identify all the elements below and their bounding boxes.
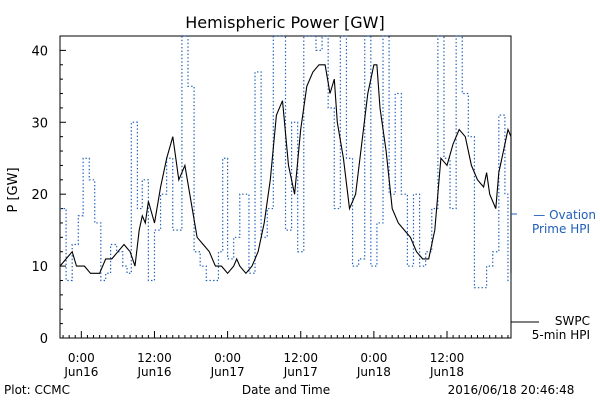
y-tick-label: 10 (31, 260, 48, 275)
series-layer (59, 35, 512, 289)
x-tick-label-date: Jun18 (356, 365, 391, 379)
x-tick-label-date: Jun17 (283, 365, 318, 379)
y-axis-label: P [GW] (6, 167, 21, 212)
series-line-ovation-prime (60, 35, 511, 289)
x-tick-label-date: Jun16 (136, 365, 171, 379)
y-tick-label: 30 (31, 116, 48, 131)
chart-title: Hemispheric Power [GW] (185, 13, 384, 32)
x-tick-label-date: Jun18 (429, 365, 464, 379)
y-axis-ticks: 0 10 20 30 40 (31, 35, 66, 347)
x-tick-label-time: 12:00 (137, 351, 172, 365)
footer-left: Plot: CCMC (4, 383, 70, 397)
series-line-swpc (59, 64, 512, 275)
y-tick-label: 0 (40, 332, 48, 347)
x-axis-label: Date and Time (242, 383, 330, 397)
legend-swpc-label-line2: 5-min HPI (532, 328, 590, 342)
x-tick-label-time: 0:00 (360, 351, 387, 365)
legend-ovation-label-line1: — Ovation (533, 208, 596, 222)
x-tick-label-time: 12:00 (283, 351, 318, 365)
x-tick-label-date: Jun17 (210, 365, 245, 379)
legend-ovation-label-line2: Prime HPI (532, 222, 590, 236)
x-tick-label-time: 0:00 (68, 351, 95, 365)
x-tick-label-date: Jun16 (63, 365, 98, 379)
x-axis-ticks: 0:00Jun1612:00Jun160:00Jun1712:00Jun170:… (62, 331, 509, 379)
x-tick-label-time: 0:00 (214, 351, 241, 365)
x-tick-label-time: 12:00 (430, 351, 465, 365)
footer-right: 2016/06/18 20:46:48 (448, 383, 575, 397)
legend-swpc-label-line1: SWPC (555, 314, 590, 328)
y-tick-label: 40 (31, 44, 48, 59)
y-tick-label: 20 (31, 188, 48, 203)
